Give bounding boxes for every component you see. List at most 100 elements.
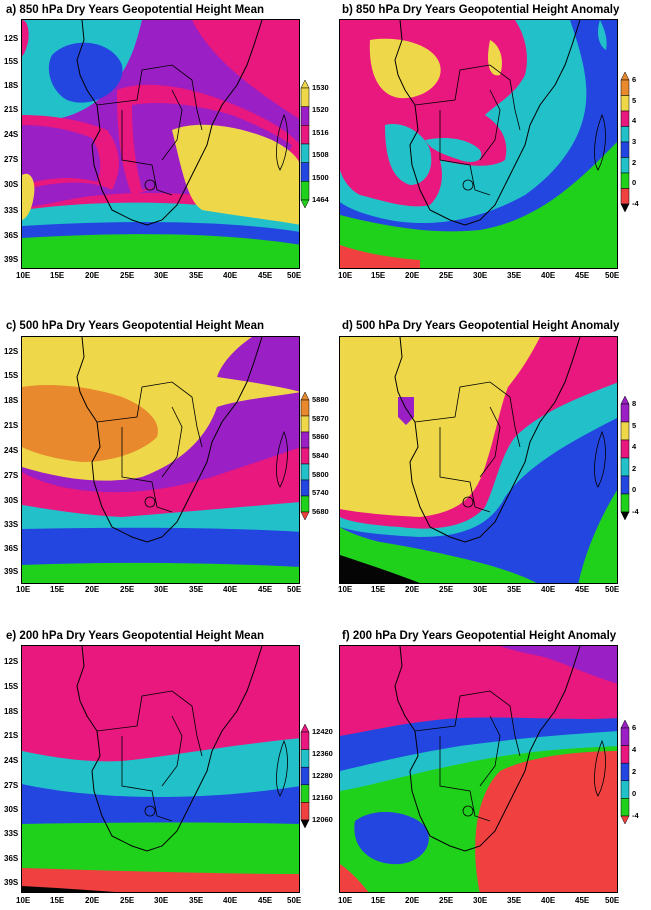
x-tick-label: 30E — [154, 585, 169, 594]
map-200-mean — [21, 645, 300, 893]
x-tick-label: 30E — [154, 896, 169, 905]
colorbar-segment — [300, 431, 310, 449]
y-tick-label: 33S — [4, 206, 19, 215]
x-tick-label: 10E — [338, 896, 353, 905]
y-tick-label: 15S — [4, 371, 19, 380]
map-500-mean — [21, 336, 300, 584]
x-tick-label: 25E — [439, 585, 454, 594]
colorbar-graphic — [300, 724, 310, 828]
colorbar-top-arrow — [300, 392, 310, 401]
colorbar-graphic — [620, 720, 630, 824]
x-tick-label: 50E — [605, 896, 620, 905]
map-shading — [340, 646, 617, 892]
coastline-outline — [394, 20, 606, 226]
colorbar-segment — [620, 762, 630, 782]
map-200-anomaly — [339, 645, 618, 893]
colorbar-label: 4 — [632, 116, 637, 126]
y-tick-label: 33S — [4, 829, 19, 838]
x-tick-label: 45E — [575, 585, 590, 594]
colorbar-label: 0 — [632, 485, 637, 495]
y-tick-label: 27S — [4, 471, 19, 480]
x-tick-label: 30E — [473, 896, 488, 905]
colorbar-label: 2 — [632, 157, 637, 167]
colorbar-segment — [300, 143, 310, 163]
panel-f: f) 200 hPa Dry Years Geopotential Height… — [322, 620, 651, 910]
x-tick-label: 35E — [189, 585, 204, 594]
x-tick-label: 15E — [50, 896, 65, 905]
y-tick-label: 27S — [4, 781, 19, 790]
colorbar-segment — [300, 802, 310, 821]
y-tick-label: 36S — [4, 231, 19, 240]
colorbar-segment — [620, 157, 630, 174]
y-tick-label: 36S — [4, 544, 19, 553]
y-tick-label: 24S — [4, 130, 19, 139]
colorbar-label: 2 — [632, 463, 637, 473]
colorbar-label: 1516 — [312, 127, 329, 137]
colorbar-segment — [300, 106, 310, 126]
colorbar: 5880 5870 5860 5840 5800 5740 5680 — [300, 392, 330, 520]
coastline-outline — [76, 20, 288, 226]
colorbar-label: 4 — [632, 442, 637, 452]
colorbar-segment — [620, 110, 630, 127]
colorbar-segment — [620, 798, 630, 817]
x-tick-label: 15E — [371, 271, 386, 280]
x-tick-label: 50E — [605, 271, 620, 280]
x-tick-label: 50E — [287, 896, 302, 905]
x-tick-label: 25E — [120, 271, 135, 280]
x-tick-label: 10E — [338, 585, 353, 594]
colorbar: 6 4 2 0 -4 — [620, 720, 648, 824]
colorbar-bottom-arrow — [620, 511, 630, 520]
x-tick-label: 25E — [120, 896, 135, 905]
x-tick-label: 35E — [507, 271, 522, 280]
x-tick-label: 35E — [507, 585, 522, 594]
x-tick-label: 10E — [16, 585, 31, 594]
y-tick-label: 39S — [4, 878, 19, 887]
panel-a: a) 850 hPa Dry Years Geopotential Height… — [0, 0, 330, 290]
colorbar-segment — [620, 79, 630, 96]
x-tick-label: 20E — [85, 585, 100, 594]
x-tick-label: 35E — [507, 896, 522, 905]
y-tick-label: 18S — [4, 396, 19, 405]
colorbar-graphic — [300, 392, 310, 520]
colorbar-label: 1520 — [312, 105, 329, 115]
panel-title: b) 850 hPa Dry Years Geopotential Height… — [342, 4, 620, 16]
x-tick-label: 50E — [287, 271, 302, 280]
colorbar-label: 5740 — [312, 488, 329, 498]
colorbar-top-arrow — [620, 720, 630, 729]
x-tick-label: 15E — [371, 896, 386, 905]
colorbar-segment — [620, 780, 630, 799]
y-tick-label: 18S — [4, 81, 19, 90]
colorbar-label: 5800 — [312, 469, 329, 479]
colorbar-segment — [300, 399, 310, 417]
colorbar-bottom-arrow — [300, 511, 310, 520]
y-tick-label: 33S — [4, 520, 19, 529]
colorbar-segment — [300, 447, 310, 465]
map-shading — [22, 337, 299, 583]
colorbar-label: 1500 — [312, 172, 329, 182]
colorbar: 12420 12360 12280 12160 12060 — [300, 724, 333, 828]
panel-d: d) 500 hPa Dry Years Geopotential Height… — [322, 312, 651, 602]
colorbar-label: 6 — [632, 75, 637, 84]
colorbar-label: 8 — [632, 399, 637, 408]
x-tick-label: 25E — [120, 585, 135, 594]
x-tick-label: 35E — [189, 271, 204, 280]
x-tick-label: 40E — [223, 585, 238, 594]
map-500-anomaly — [339, 336, 618, 584]
colorbar: 8 5 4 2 0 -4 — [620, 396, 648, 520]
y-tick-label: 15S — [4, 57, 19, 66]
colorbar-top-arrow — [300, 724, 310, 733]
colorbar-segment — [620, 421, 630, 441]
colorbar-segment — [300, 87, 310, 107]
colorbar-label: 5 — [632, 420, 637, 430]
x-tick-label: 20E — [405, 896, 420, 905]
colorbar-graphic — [620, 396, 630, 520]
colorbar-segment — [300, 479, 310, 497]
y-tick-label: 30S — [4, 496, 19, 505]
colorbar-label: 1530 — [312, 83, 329, 92]
colorbar-top-arrow — [300, 80, 310, 89]
colorbar-segment — [300, 749, 310, 768]
x-tick-label: 45E — [258, 585, 273, 594]
colorbar-segment — [620, 475, 630, 495]
colorbar-segment — [300, 731, 310, 750]
colorbar-graphic — [620, 72, 630, 212]
